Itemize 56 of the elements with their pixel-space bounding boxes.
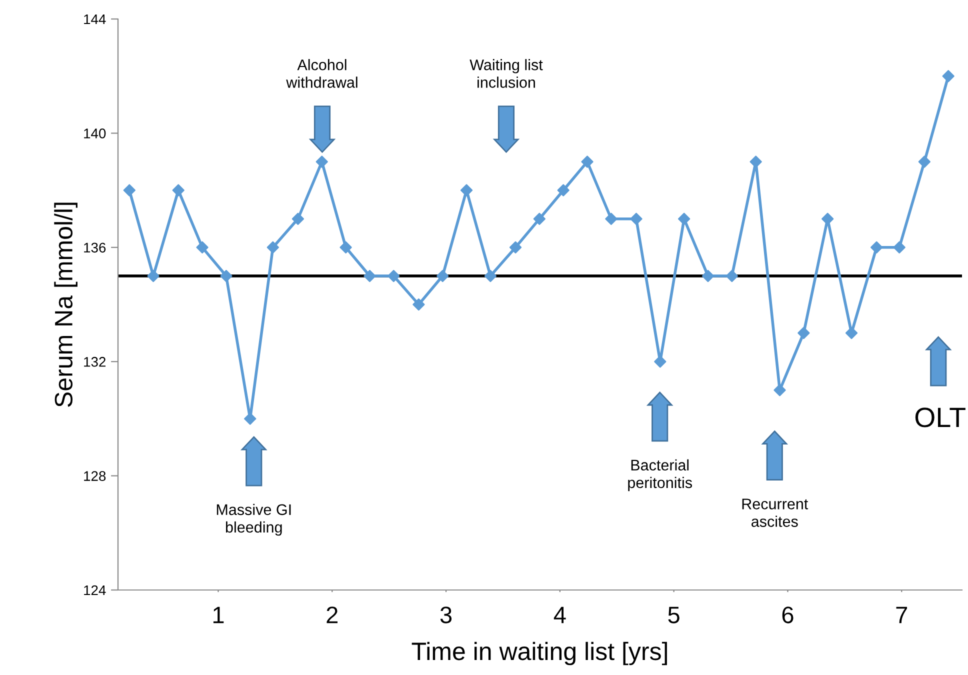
point [678, 212, 690, 225]
point [436, 270, 449, 282]
annotation: Bacterial peritonitis [628, 459, 692, 492]
point [822, 212, 834, 225]
point [726, 270, 738, 282]
x-axis-title: Time in waiting list [yrs] [412, 642, 667, 666]
x-tick-label: 3 [440, 606, 452, 624]
y-tick-label: 140 [84, 128, 106, 138]
point [316, 156, 328, 168]
x-tick-label: 4 [554, 606, 566, 624]
point [798, 326, 810, 340]
annotation: Recurrent ascites [742, 498, 808, 527]
x-tick-label: 7 [896, 606, 908, 624]
point [266, 241, 279, 254]
point [340, 241, 352, 254]
point [412, 298, 425, 311]
point [557, 184, 570, 196]
point [123, 184, 136, 196]
point [292, 212, 304, 225]
point [364, 270, 376, 282]
point [172, 184, 184, 196]
point [654, 356, 666, 368]
point [870, 241, 883, 254]
y-tick-label: 144 [84, 14, 106, 24]
point [605, 212, 618, 225]
point [845, 326, 858, 340]
y-tick-label: 136 [84, 242, 106, 253]
point [774, 384, 786, 396]
x-tick-label: 1 [213, 606, 224, 624]
point [918, 156, 930, 168]
point [581, 156, 594, 168]
point [484, 270, 497, 282]
point [750, 156, 762, 168]
annotation: Massive GI bleeding [216, 504, 291, 536]
y-tick-label: 132 [84, 356, 106, 367]
point [942, 70, 954, 82]
point [630, 212, 642, 225]
point [702, 270, 714, 282]
point [893, 241, 906, 254]
point [147, 270, 160, 282]
point [244, 412, 256, 425]
point [533, 212, 546, 225]
point [196, 241, 208, 254]
x-tick-label: 6 [782, 606, 794, 624]
annotation: Alcohol withdrawal [286, 59, 358, 88]
annotation: OLT [915, 408, 966, 428]
point [509, 241, 522, 254]
y-tick-label: 124 [84, 585, 106, 596]
y-axis-title: Serum Na [mmol/l] [54, 202, 78, 407]
point [388, 270, 400, 282]
y-tick-label: 128 [84, 471, 106, 481]
point [220, 270, 232, 282]
x-tick-label: 5 [668, 606, 680, 624]
annotation: Waiting list inclusion [470, 59, 543, 88]
point [460, 184, 473, 196]
x-tick-label: 2 [326, 606, 338, 624]
